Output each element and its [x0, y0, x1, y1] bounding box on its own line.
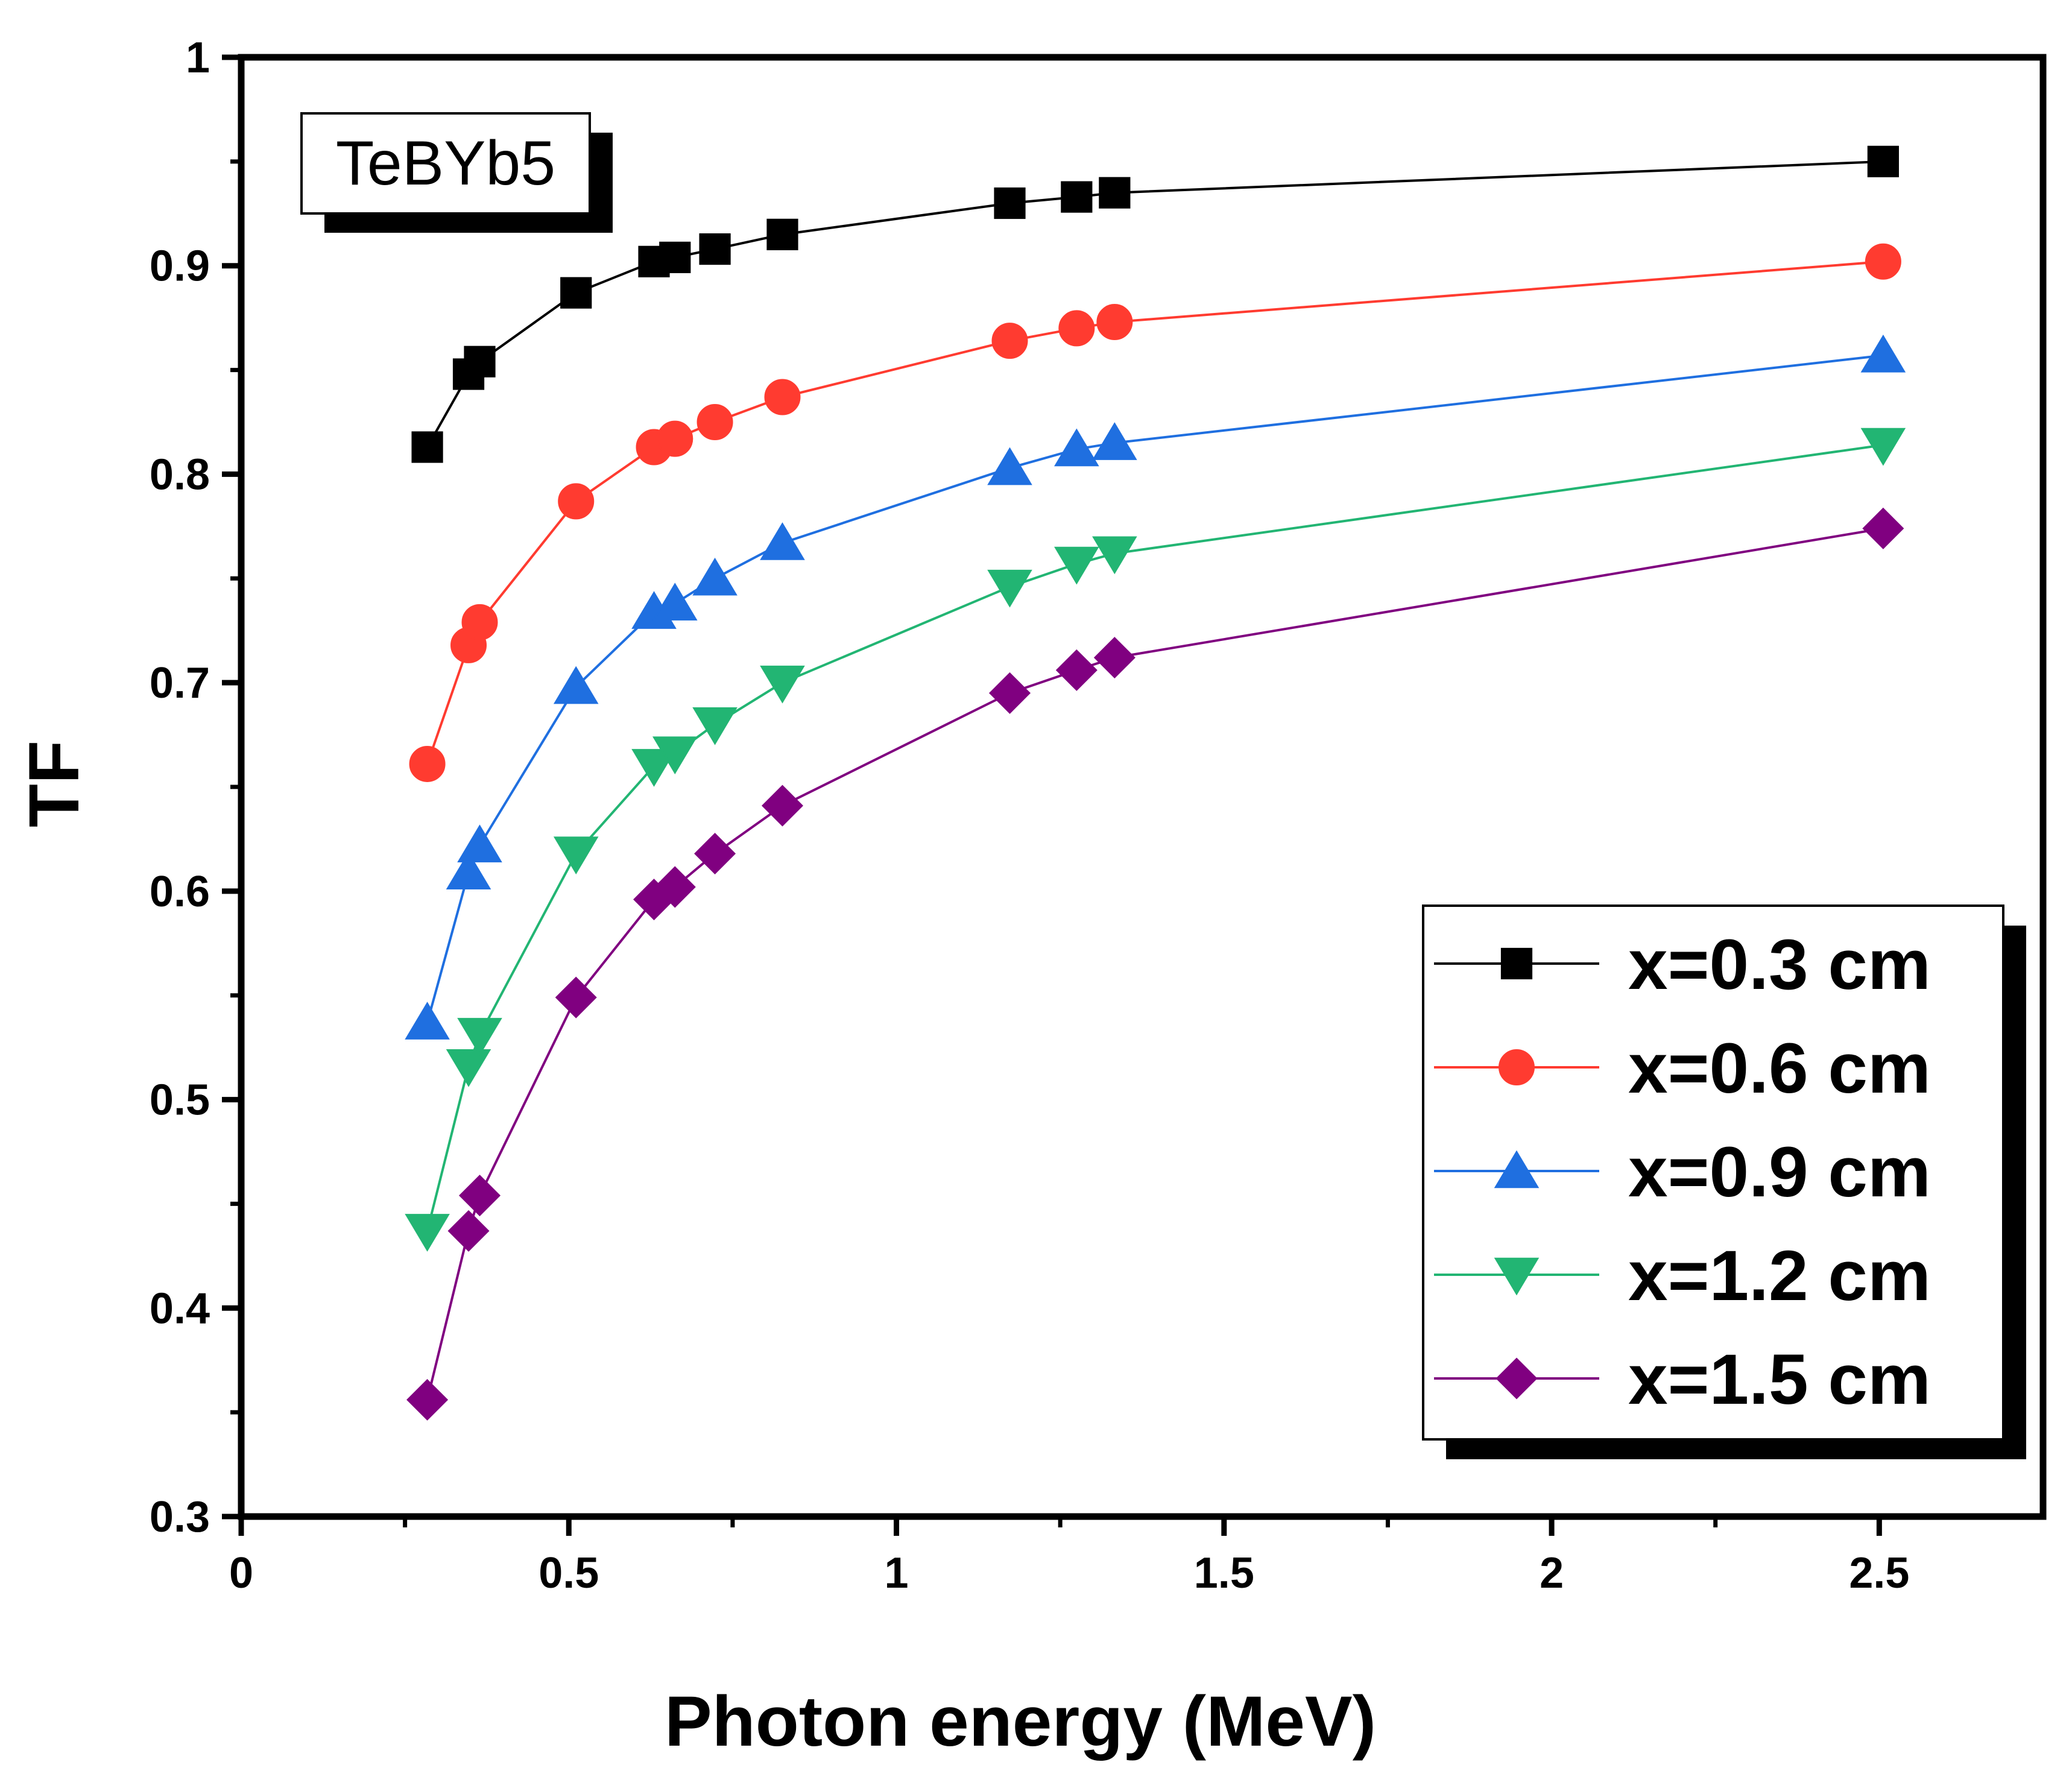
data-point: [692, 557, 738, 596]
legend-item: x=1.5 cm: [1434, 1340, 1931, 1419]
y-tick-label: 0.4: [150, 1284, 210, 1333]
legend-label: x=1.2 cm: [1628, 1236, 1931, 1316]
legend-item: x=1.2 cm: [1434, 1236, 1931, 1316]
data-point: [764, 379, 801, 415]
y-tick-label: 0.3: [150, 1493, 210, 1541]
series-1: [411, 145, 1899, 463]
data-point: [1867, 145, 1899, 177]
sample-label-box: TeBYb5: [300, 112, 613, 233]
data-point: [457, 1018, 502, 1056]
data-point: [461, 604, 498, 640]
data-point: [405, 1002, 450, 1040]
data-point: [1099, 177, 1131, 209]
legend: x=0.3 cm x=0.6 cm x=0.9 cm x=1.2 cm x=1.5 cm: [1422, 904, 2026, 1459]
y-axis: 0.3 0.4 0.5 0.6 0.7 0.8 0.9 1: [150, 34, 241, 1541]
data-point: [406, 1378, 449, 1421]
data-point: [991, 323, 1028, 359]
data-point: [692, 707, 738, 745]
legend-marker: [1496, 1357, 1538, 1400]
data-point: [558, 483, 595, 520]
data-point: [631, 749, 677, 787]
data-point: [1096, 304, 1133, 341]
data-point: [1860, 428, 1906, 466]
data-point: [1058, 310, 1095, 347]
y-tick-label: 0.8: [150, 450, 210, 499]
y-tick-label: 1: [186, 34, 210, 82]
data-point: [696, 404, 733, 440]
data-point: [1092, 536, 1137, 575]
data-point: [654, 866, 696, 908]
data-point: [1054, 428, 1099, 467]
data-point: [987, 447, 1032, 485]
x-tick-label: 1: [885, 1549, 909, 1597]
legend-item: x=0.3 cm: [1434, 925, 1931, 1005]
data-point: [1862, 507, 1904, 549]
series-2: [409, 243, 1901, 782]
data-point: [1055, 649, 1098, 691]
data-point: [555, 976, 597, 1018]
y-tick-label: 0.5: [150, 1076, 210, 1125]
data-point: [760, 665, 805, 704]
legend-label: x=0.9 cm: [1628, 1132, 1931, 1212]
data-point: [766, 218, 798, 250]
series-3: [405, 334, 1906, 1040]
legend-marker: [1499, 1049, 1535, 1085]
data-point: [1865, 243, 1901, 280]
data-point: [1093, 637, 1135, 679]
legend-label: x=0.6 cm: [1628, 1029, 1931, 1108]
x-tick-label: 1.5: [1194, 1549, 1254, 1597]
x-tick-label: 2.5: [1849, 1549, 1909, 1597]
data-point: [1860, 334, 1906, 373]
x-tick-label: 0.5: [539, 1549, 599, 1597]
data-point: [987, 569, 1032, 608]
data-point: [411, 431, 443, 463]
data-point: [457, 824, 502, 863]
legend-label: x=1.5 cm: [1628, 1340, 1931, 1419]
x-tick-label: 2: [1540, 1549, 1564, 1597]
data-point: [761, 784, 804, 827]
data-point: [446, 1049, 491, 1087]
data-point: [1054, 546, 1099, 585]
data-point: [699, 233, 731, 265]
legend-marker: [1494, 1150, 1540, 1189]
series-line: [426, 160, 1883, 448]
data-point: [560, 277, 592, 309]
data-point: [447, 1210, 490, 1252]
series-5: [406, 507, 1904, 1421]
x-axis: 0 0.5 1 1.5 2 2.5: [229, 1517, 1909, 1597]
series-line: [426, 260, 1884, 765]
data-point: [405, 1214, 450, 1252]
y-tick-label: 0.7: [150, 659, 210, 707]
data-point: [458, 1175, 501, 1217]
data-point: [994, 187, 1026, 219]
x-axis-title: Photon energy (MeV): [665, 1682, 1376, 1761]
data-point: [694, 833, 736, 875]
sample-label: TeBYb5: [336, 128, 555, 198]
data-point: [553, 836, 599, 875]
y-axis-title: TF: [14, 740, 94, 827]
data-point: [446, 851, 491, 890]
data-point: [1061, 181, 1093, 213]
data-point: [988, 672, 1031, 714]
data-point: [464, 346, 496, 377]
data-point: [652, 736, 698, 775]
legend-item: x=0.9 cm: [1434, 1132, 1931, 1212]
data-point: [553, 666, 599, 704]
x-tick-label: 0: [229, 1549, 253, 1597]
data-point: [760, 522, 805, 560]
series-4: [405, 428, 1906, 1252]
series-layer: [405, 145, 1906, 1421]
data-point: [657, 420, 693, 457]
legend-marker: [1500, 947, 1533, 980]
data-point: [659, 241, 691, 273]
data-point: [409, 745, 446, 782]
y-tick-label: 0.9: [150, 242, 210, 291]
data-point: [1092, 422, 1137, 460]
legend-item: x=0.6 cm: [1434, 1029, 1931, 1108]
data-point: [652, 582, 698, 621]
y-tick-label: 0.6: [150, 868, 210, 916]
legend-marker: [1494, 1257, 1540, 1296]
legend-label: x=0.3 cm: [1628, 925, 1931, 1005]
